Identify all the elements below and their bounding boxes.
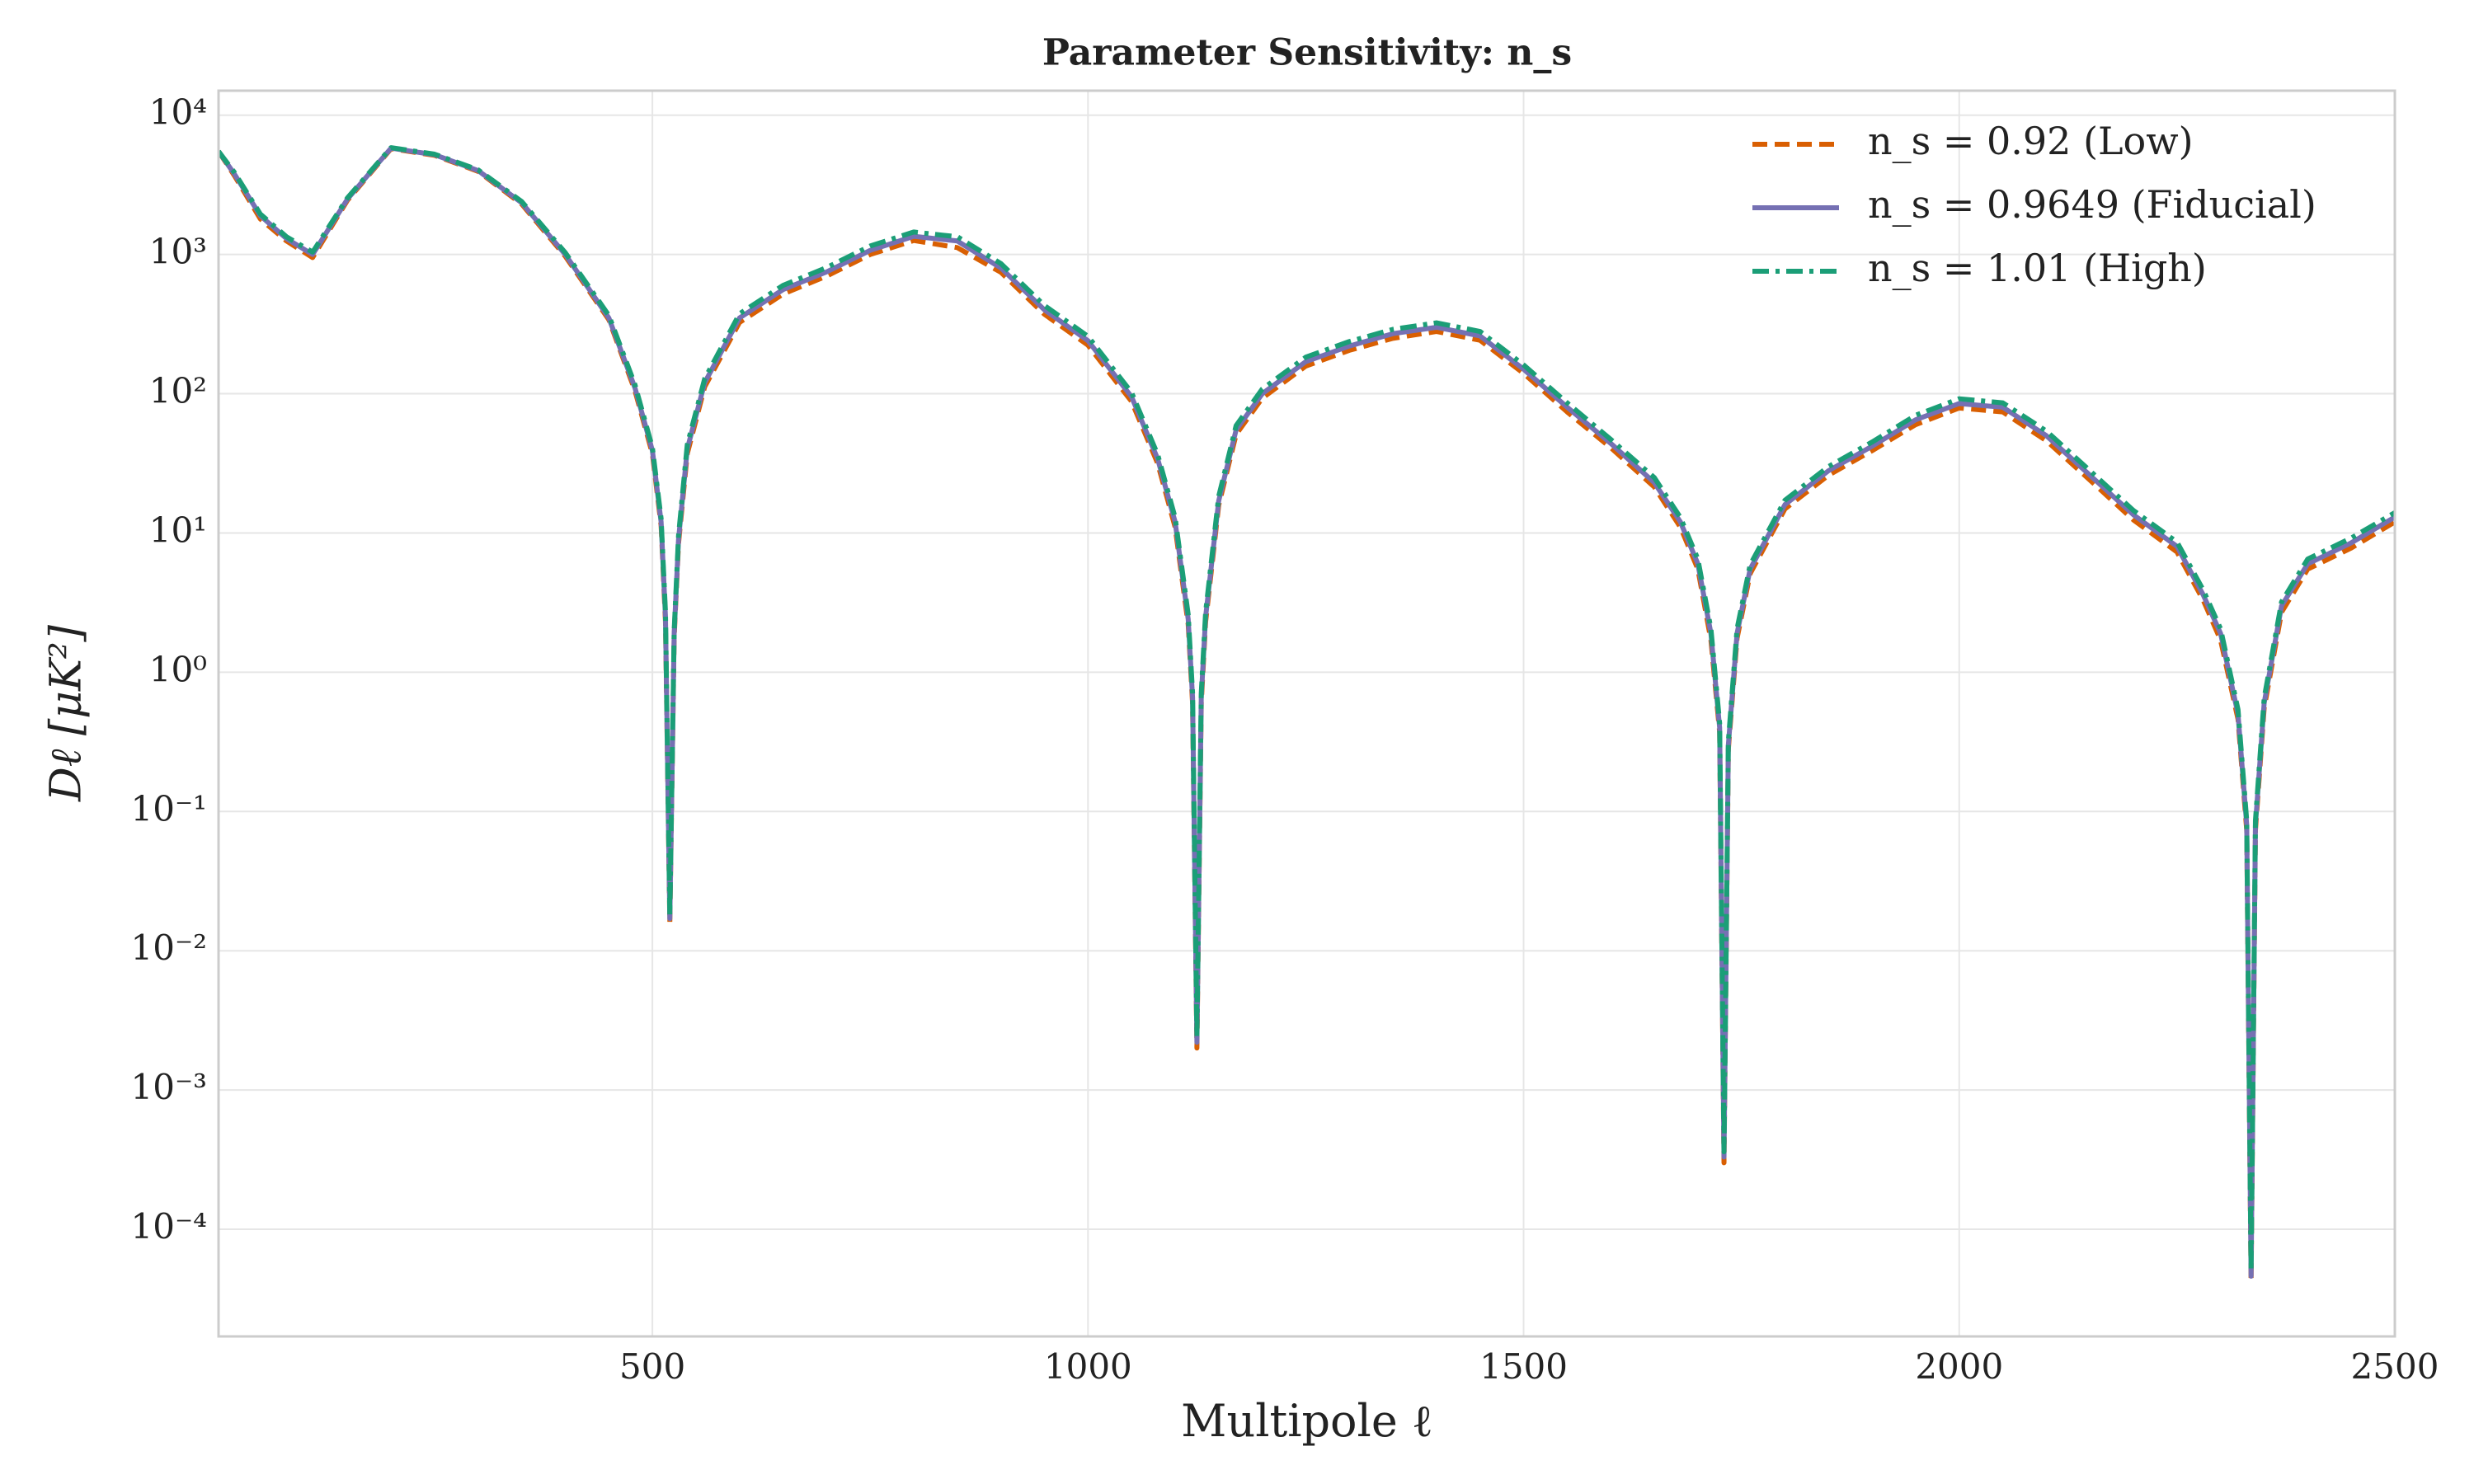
legend-label: n_s = 0.92 (Low) <box>1868 119 2194 163</box>
y-tick-label: 10⁻² <box>131 928 207 968</box>
x-tick-label: 500 <box>619 1346 685 1387</box>
x-tick-label: 1000 <box>1044 1346 1132 1387</box>
y-tick-label: 10² <box>149 371 207 411</box>
y-tick-label: 10¹ <box>149 510 207 550</box>
x-tick-label: 2500 <box>2351 1346 2439 1387</box>
y-tick-label: 10⁻⁴ <box>131 1206 207 1247</box>
plot-frame <box>217 89 2396 1338</box>
x-tick-label: 1500 <box>1479 1346 1568 1387</box>
legend-label: n_s = 0.9649 (Fiducial) <box>1868 182 2316 227</box>
y-tick-label: 10⁰ <box>149 649 207 689</box>
y-tick-label: 10⁻³ <box>131 1067 207 1107</box>
y-axis-label: Dℓ [μK²] <box>42 624 92 802</box>
x-axis-label: Multipole ℓ <box>1181 1395 1433 1447</box>
legend-label: n_s = 1.01 (High) <box>1868 246 2207 290</box>
y-tick-label: 10³ <box>149 232 207 272</box>
data-line <box>219 146 2395 1284</box>
y-tick-label: 10⁻¹ <box>131 788 207 829</box>
x-tick-label: 2000 <box>1915 1346 2003 1387</box>
y-tick-label: 10⁴ <box>149 92 207 133</box>
data-line <box>219 145 2395 1274</box>
chart-title: Parameter Sensitivity: n_s <box>1042 32 1572 74</box>
